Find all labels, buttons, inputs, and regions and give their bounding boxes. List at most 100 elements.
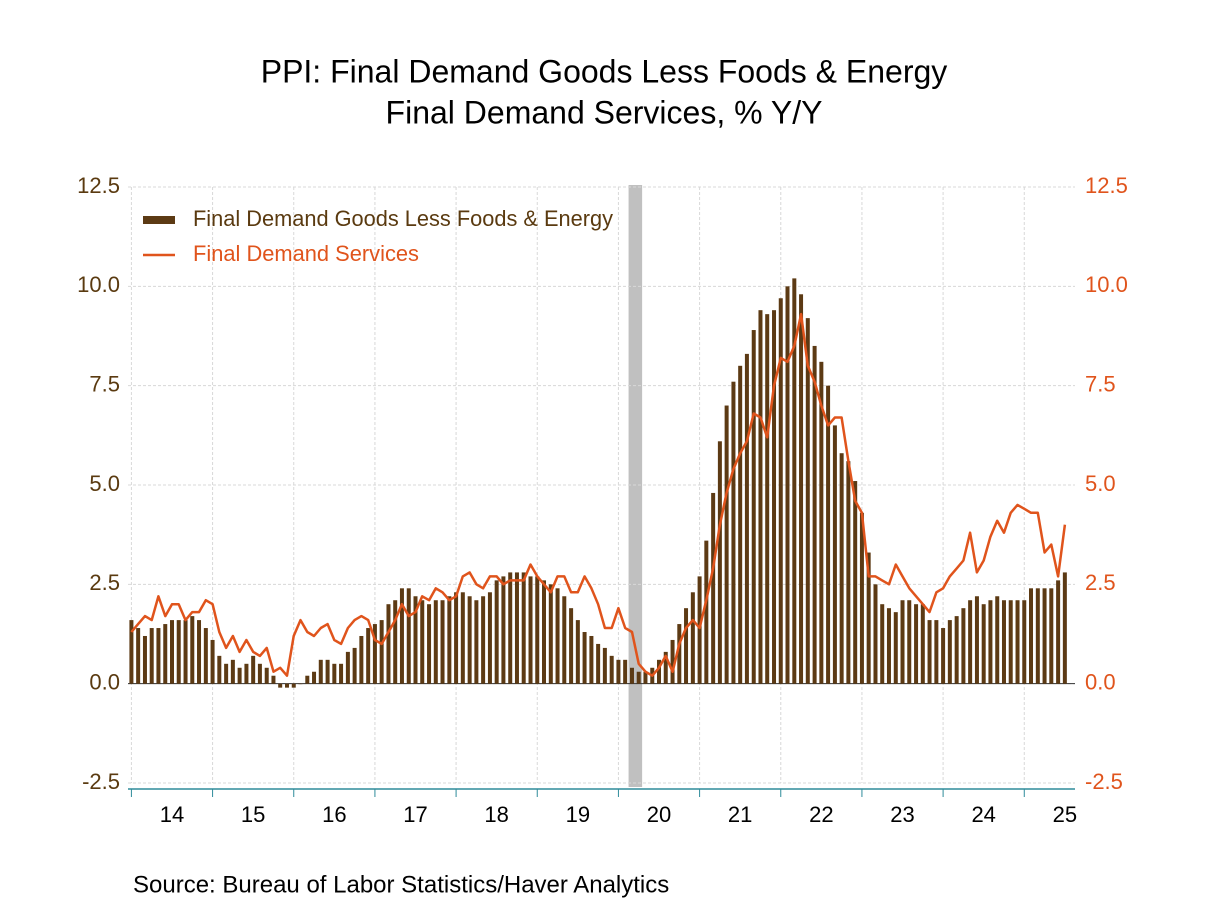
bar (677, 624, 682, 684)
chart-title: PPI: Final Demand Goods Less Foods & Ene… (261, 53, 948, 89)
bar (203, 628, 208, 684)
bar (772, 310, 777, 684)
bar (359, 635, 364, 684)
bar (454, 592, 459, 684)
bar (893, 612, 898, 684)
bar (481, 596, 486, 684)
x-tick-label: 14 (160, 802, 184, 827)
y-tick-label: 10.0 (77, 272, 120, 297)
bar (826, 385, 831, 684)
bar (305, 675, 310, 684)
bar (832, 425, 837, 684)
bar (129, 620, 134, 684)
bar (704, 540, 709, 684)
bar (190, 616, 195, 684)
bar (1008, 600, 1013, 684)
bar (900, 600, 905, 684)
bar (961, 608, 966, 684)
bar (447, 596, 452, 684)
bar (947, 620, 952, 684)
bar (839, 453, 844, 684)
x-tick-label: 21 (728, 802, 752, 827)
bar (251, 655, 256, 684)
bar (657, 659, 662, 684)
bar (1056, 580, 1061, 684)
bar (765, 314, 770, 684)
recession-band (628, 185, 643, 787)
bar (690, 592, 695, 684)
bar (555, 588, 560, 684)
bar (521, 572, 526, 684)
y2-tick-label: 10.0 (1085, 272, 1128, 297)
x-tick-label: 18 (484, 802, 508, 827)
bar (271, 675, 276, 684)
bar (711, 492, 716, 684)
bar (393, 600, 398, 684)
bar (941, 628, 946, 684)
x-tick-label: 15 (241, 802, 265, 827)
bar (785, 286, 790, 684)
bar (636, 671, 641, 684)
bar (494, 580, 499, 684)
bar (548, 584, 553, 684)
source: Source: Bureau of Labor Statistics/Haver… (133, 871, 669, 898)
bar (1042, 588, 1047, 684)
y-tick-label: 2.5 (89, 570, 120, 595)
bar (312, 671, 317, 684)
x-tick-label: 19 (566, 802, 590, 827)
bar (210, 639, 215, 684)
bar (684, 608, 689, 684)
bar (724, 405, 729, 684)
bar (460, 592, 465, 684)
bar (866, 552, 871, 684)
y-tick-label: 0.0 (89, 669, 120, 694)
bar (920, 604, 925, 684)
y-tick-label: 7.5 (89, 371, 120, 396)
bar (805, 318, 810, 684)
bar (285, 683, 290, 688)
bar (589, 635, 594, 684)
y-tick-label: 5.0 (89, 471, 120, 496)
bar (244, 663, 249, 684)
bar (629, 667, 634, 684)
bar (325, 659, 330, 684)
bar (744, 353, 749, 684)
bar (1029, 588, 1034, 684)
bar (582, 632, 587, 684)
x-tick-label: 25 (1053, 802, 1077, 827)
bar (420, 600, 425, 684)
bar (995, 596, 1000, 684)
bar (1022, 600, 1027, 684)
line (130, 312, 1067, 677)
bar (366, 628, 371, 684)
bar (169, 620, 174, 684)
y2-tick-label: 0.0 (1085, 669, 1116, 694)
bar (379, 620, 384, 684)
bar (968, 600, 973, 684)
bar (142, 635, 147, 684)
bar (541, 580, 546, 684)
bar (291, 683, 296, 688)
bar (467, 596, 472, 684)
bar (569, 608, 574, 684)
bar (156, 628, 161, 684)
bar (298, 683, 303, 685)
bar (670, 639, 675, 684)
y2-tick-label: -2.5 (1085, 769, 1123, 794)
bar (914, 604, 919, 684)
bar (873, 584, 878, 684)
bar (339, 663, 344, 684)
legend-label: Final Demand Goods Less Foods & Energy (193, 206, 613, 231)
bar (440, 600, 445, 684)
bar (616, 659, 621, 684)
x-tick-label: 20 (647, 802, 671, 827)
x-tick-label: 17 (403, 802, 427, 827)
bar (413, 596, 418, 684)
bar (1049, 588, 1054, 684)
bar (535, 576, 540, 684)
bar (562, 596, 567, 684)
y-tick-label: -2.5 (82, 769, 120, 794)
bar (1001, 600, 1006, 684)
bar (278, 683, 283, 688)
bar (846, 461, 851, 684)
